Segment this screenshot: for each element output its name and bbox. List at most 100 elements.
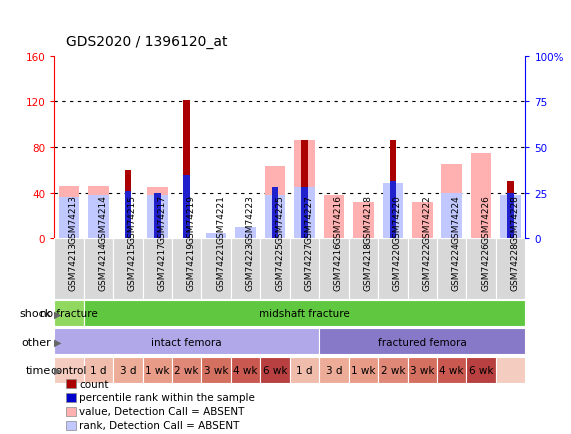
Bar [124, 192, 131, 239]
Bar [231, 239, 260, 299]
Bar [54, 239, 84, 299]
Text: GSM74213: GSM74213 [69, 242, 78, 291]
Text: time: time [26, 365, 51, 375]
Text: 1 wk: 1 wk [145, 365, 170, 375]
Bar [437, 357, 467, 383]
Bar [154, 193, 160, 239]
Bar [59, 186, 79, 239]
Bar [143, 357, 172, 383]
Bar [349, 357, 378, 383]
Text: GSM74216: GSM74216 [334, 242, 343, 291]
Bar [172, 239, 202, 299]
Text: GSM74215: GSM74215 [128, 195, 137, 243]
Text: 3 wk: 3 wk [204, 365, 228, 375]
Bar [231, 357, 260, 383]
Text: GSM74221: GSM74221 [216, 195, 225, 243]
Bar [290, 239, 319, 299]
Text: count: count [79, 379, 109, 388]
Bar [147, 187, 168, 239]
Text: no fracture: no fracture [40, 309, 98, 319]
Text: GDS2020 / 1396120_at: GDS2020 / 1396120_at [66, 35, 227, 49]
Text: GSM74217: GSM74217 [157, 195, 166, 243]
Text: 6 wk: 6 wk [469, 365, 493, 375]
Bar [202, 239, 231, 299]
Text: GSM74216: GSM74216 [334, 195, 343, 243]
Text: control: control [51, 365, 87, 375]
Bar [294, 187, 315, 239]
Text: GSM74219: GSM74219 [187, 195, 196, 243]
Bar [202, 357, 231, 383]
Text: GSM74223: GSM74223 [246, 195, 255, 243]
Bar [183, 176, 190, 239]
Text: GSM74222: GSM74222 [423, 195, 431, 243]
Text: GSM74225: GSM74225 [275, 242, 284, 290]
Bar [301, 187, 308, 239]
Bar [378, 357, 408, 383]
Bar [467, 239, 496, 299]
Bar [54, 329, 319, 355]
Bar [124, 171, 131, 239]
Text: GSM74224: GSM74224 [452, 195, 461, 243]
Bar [319, 357, 349, 383]
Bar [319, 239, 349, 299]
Text: GSM74214: GSM74214 [98, 195, 107, 243]
Text: 2 wk: 2 wk [381, 365, 405, 375]
Bar [508, 182, 514, 239]
Bar [206, 233, 227, 239]
Bar [496, 357, 525, 383]
Text: GSM74223: GSM74223 [246, 242, 255, 290]
Text: shock: shock [19, 309, 51, 319]
Bar [383, 184, 403, 239]
Bar [324, 195, 344, 239]
Text: GSM74215: GSM74215 [128, 242, 137, 291]
Text: midshaft fracture: midshaft fracture [259, 309, 350, 319]
Bar [294, 141, 315, 239]
Bar [412, 202, 433, 239]
Bar [235, 227, 256, 239]
Bar [441, 164, 462, 239]
Text: GSM74228: GSM74228 [510, 242, 520, 290]
Text: value, Detection Call = ABSENT: value, Detection Call = ABSENT [79, 407, 245, 416]
Text: percentile rank within the sample: percentile rank within the sample [79, 393, 255, 402]
Text: 1 wk: 1 wk [351, 365, 376, 375]
Bar [54, 357, 84, 383]
Text: fractured femora: fractured femora [378, 337, 467, 347]
Text: GSM74218: GSM74218 [363, 195, 372, 243]
Text: GSM74227: GSM74227 [304, 195, 313, 243]
Bar [349, 239, 378, 299]
Bar [471, 153, 492, 239]
Bar [59, 198, 79, 239]
Bar [437, 239, 467, 299]
Text: other: other [22, 337, 51, 347]
Text: ▶: ▶ [54, 337, 61, 347]
Text: GSM74221: GSM74221 [216, 242, 225, 290]
Bar [441, 193, 462, 239]
Bar [54, 300, 84, 326]
Text: GSM74224: GSM74224 [452, 242, 461, 290]
Text: 4 wk: 4 wk [440, 365, 464, 375]
Text: GSM74225: GSM74225 [275, 195, 284, 243]
Text: GSM74219: GSM74219 [187, 242, 196, 291]
Bar [84, 239, 113, 299]
Text: GSM74228: GSM74228 [510, 195, 520, 243]
Bar [378, 239, 408, 299]
Text: GSM74214: GSM74214 [98, 242, 107, 290]
Bar [260, 357, 289, 383]
Bar [389, 182, 396, 239]
Text: intact femora: intact femora [151, 337, 222, 347]
Bar [500, 195, 521, 239]
Text: 3 wk: 3 wk [410, 365, 435, 375]
Bar [290, 357, 319, 383]
Text: GSM74226: GSM74226 [481, 195, 490, 243]
Bar [183, 101, 190, 239]
Text: GSM74227: GSM74227 [304, 242, 313, 290]
Text: ▶: ▶ [54, 365, 61, 375]
Bar [265, 167, 286, 239]
Text: GSM74220: GSM74220 [393, 242, 402, 290]
Text: 4 wk: 4 wk [234, 365, 258, 375]
Text: GSM74213: GSM74213 [69, 195, 78, 243]
Bar [496, 239, 525, 299]
Bar [265, 195, 286, 239]
Bar [113, 357, 143, 383]
Bar [272, 187, 278, 239]
